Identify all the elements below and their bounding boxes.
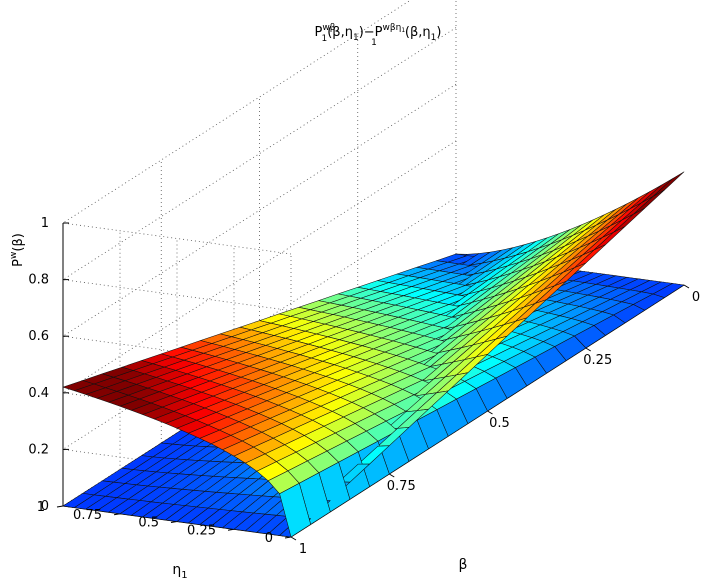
z-tick-label: 0.6 [28, 329, 49, 344]
y-axis-label: η1 [172, 562, 187, 581]
x-tick-label: 0.75 [387, 479, 416, 494]
z-tick-label: 0.8 [28, 273, 49, 288]
x-tick [388, 473, 395, 478]
x-tick-label: 0.25 [583, 353, 612, 368]
grid-line [61, 0, 412, 255]
x-tick [487, 410, 493, 415]
surface-face-2 [641, 178, 673, 203]
z-axis-label: Pw(β) [9, 233, 26, 267]
x-tick [683, 284, 690, 289]
x-tick-label: 0 [692, 290, 700, 305]
x-tick-label: 1 [299, 542, 307, 557]
surface-face-1 [279, 483, 311, 538]
y-tick [56, 505, 64, 508]
surface-mesh [62, 171, 685, 538]
z-tick-label: 1 [41, 216, 49, 231]
surface-face-2 [652, 171, 685, 197]
z-tick-label: 0 [41, 499, 49, 514]
x-tick-label: 0.5 [489, 416, 510, 431]
y-tick-label: 0.5 [138, 516, 159, 531]
x-tick [290, 536, 297, 541]
y-tick [170, 521, 178, 523]
y-tick [284, 536, 292, 539]
y-tick-label: 1 [37, 500, 45, 515]
z-tick-label: 0.4 [28, 386, 49, 401]
y-tick-label: 0.25 [187, 523, 216, 538]
y-tick-label: 0 [265, 531, 273, 546]
grid-line [61, 27, 457, 311]
y-tick-label: 0.75 [73, 508, 102, 523]
chart-title: Pwβ 1(β,η1)−Pwβη1 1(β,η1) [315, 23, 442, 48]
x-axis-label: β [459, 557, 468, 573]
x-tick [585, 347, 592, 352]
z-tick-label: 0.2 [28, 442, 49, 457]
